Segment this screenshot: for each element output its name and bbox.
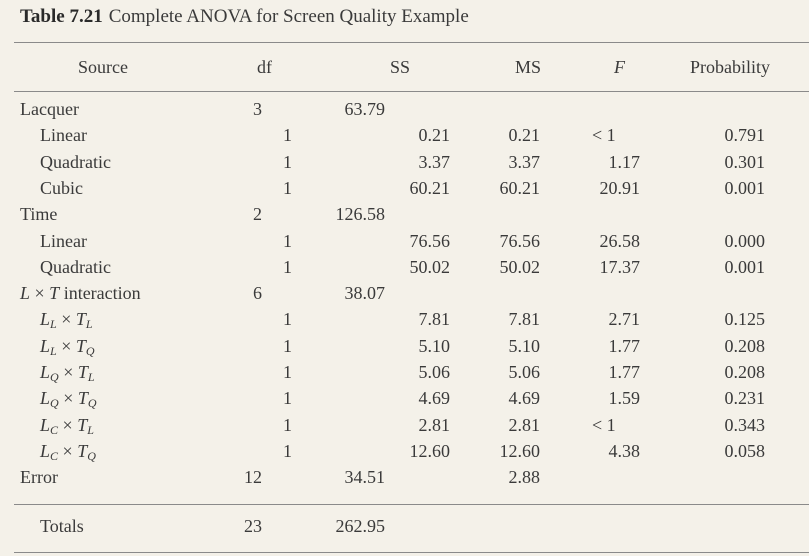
probability-value: 0.001 (724, 256, 766, 277)
df-value: 2 (253, 204, 262, 225)
ss-value: 34.51 (344, 467, 386, 488)
df-value: 1 (283, 414, 292, 435)
source-label: Linear (40, 125, 87, 146)
ss-component-value: 12.60 (409, 440, 451, 461)
f-value: 1.77 (608, 362, 641, 382)
source-label: Quadratic (40, 151, 111, 172)
source-label: Error (20, 467, 58, 488)
source-label: Lacquer (20, 99, 79, 119)
probability-value: 0.208 (724, 335, 766, 356)
ss-component-value: 0.21 (418, 125, 451, 146)
df-value: 1 (283, 177, 292, 198)
df-value: 1 (283, 151, 292, 172)
ms-value: 7.81 (508, 309, 541, 330)
f-value: 4.38 (608, 440, 641, 461)
source-label: Cubic (40, 177, 83, 198)
df-value: 1 (283, 256, 292, 277)
source-label: LL × TL (40, 309, 93, 332)
df-value: 1 (283, 388, 292, 409)
ms-value: 50.02 (499, 256, 541, 277)
ss-value: 126.58 (335, 204, 386, 225)
ms-value: 4.69 (508, 388, 541, 409)
df-value: 1 (283, 362, 292, 382)
header-ms: MS (515, 57, 542, 77)
source-label: LL × TQ (40, 335, 95, 358)
ss-component-value: 5.10 (418, 335, 451, 356)
f-value: 26.58 (599, 230, 641, 251)
probability-value: 0.000 (724, 230, 766, 251)
header-f: F (614, 57, 625, 77)
df-value: 1 (283, 309, 292, 330)
totals-rule (14, 504, 809, 505)
probability-value: 0.791 (724, 125, 766, 146)
df-value: 12 (244, 467, 262, 488)
ss-value: 38.07 (344, 283, 386, 304)
ms-value: 0.21 (508, 125, 541, 146)
table-number: Table 7.21 (20, 6, 103, 27)
ms-value: 5.10 (508, 335, 541, 356)
f-value: 20.91 (599, 177, 641, 198)
f-value: 2.71 (608, 309, 641, 330)
source-label: LC × TL (40, 414, 94, 437)
ss-component-value: 50.02 (409, 256, 451, 277)
source-label: LC × TQ (40, 440, 96, 463)
f-value: 17.37 (599, 256, 641, 277)
source-label: LQ × TQ (40, 388, 97, 411)
header-rule (14, 91, 809, 92)
f-value: 1.59 (608, 388, 641, 409)
probability-value: 0.001 (724, 177, 766, 198)
header-probability: Probability (690, 57, 770, 77)
f-value: < 1 (592, 414, 616, 435)
table-caption: Table 7.21 Complete ANOVA for Screen Qual… (20, 6, 469, 28)
df-value: 1 (283, 125, 292, 146)
ss-value: 63.79 (344, 99, 386, 119)
ms-value: 5.06 (508, 362, 541, 382)
f-value: < 1 (592, 125, 616, 146)
probability-value: 0.343 (724, 414, 766, 435)
f-value: 1.77 (608, 335, 641, 356)
ss-component-value: 7.81 (418, 309, 451, 330)
ss-component-value: 5.06 (418, 362, 451, 382)
source-label: Quadratic (40, 256, 111, 277)
totals-ss: 262.95 (335, 516, 386, 536)
source-label: LQ × TL (40, 362, 95, 384)
ss-component-value: 60.21 (409, 177, 451, 198)
source-label: Linear (40, 230, 87, 251)
totals-df: 23 (244, 516, 262, 536)
ms-value: 2.88 (508, 467, 541, 488)
ss-component-value: 4.69 (418, 388, 451, 409)
ms-value: 2.81 (508, 414, 541, 435)
source-label: L × T interaction (20, 283, 141, 304)
header-ss: SS (390, 57, 411, 77)
ms-value: 12.60 (499, 440, 541, 461)
totals-label: Totals (40, 516, 84, 536)
ss-component-value: 2.81 (418, 414, 451, 435)
ms-value: 76.56 (499, 230, 541, 251)
ss-component-value: 76.56 (409, 230, 451, 251)
df-value: 6 (253, 283, 262, 304)
probability-value: 0.208 (724, 362, 766, 382)
f-value: 1.17 (608, 151, 641, 172)
table-title: Complete ANOVA for Screen Quality Exampl… (108, 6, 469, 27)
header-df: df (257, 57, 272, 77)
df-value: 1 (283, 440, 292, 461)
df-value: 1 (283, 335, 292, 356)
df-value: 1 (283, 230, 292, 251)
probability-value: 0.231 (724, 388, 766, 409)
header-source: Source (78, 57, 128, 77)
top-rule (14, 42, 809, 43)
ms-value: 3.37 (508, 151, 541, 172)
source-label: Time (20, 204, 58, 225)
ss-component-value: 3.37 (418, 151, 451, 172)
bottom-rule (14, 552, 809, 553)
probability-value: 0.125 (724, 309, 766, 330)
ms-value: 60.21 (499, 177, 541, 198)
probability-value: 0.301 (724, 151, 766, 172)
probability-value: 0.058 (724, 440, 766, 461)
df-value: 3 (253, 99, 262, 119)
